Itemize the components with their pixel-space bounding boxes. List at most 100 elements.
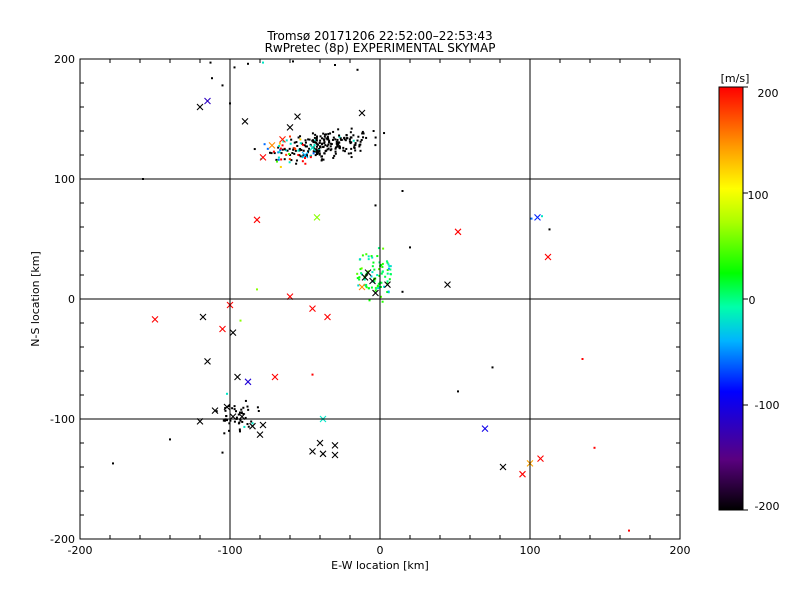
data-point	[377, 247, 380, 250]
data-point	[277, 158, 280, 161]
data-point	[307, 138, 310, 141]
data-point	[491, 366, 494, 369]
data-point	[257, 410, 260, 413]
data-point	[318, 153, 321, 156]
data-point	[327, 132, 330, 135]
data-point	[318, 145, 321, 148]
data-point-cross	[249, 422, 256, 430]
data-point	[381, 300, 384, 303]
data-point	[263, 143, 266, 146]
data-point	[279, 165, 282, 168]
data-point	[350, 127, 353, 130]
data-point	[301, 160, 304, 163]
data-point	[383, 285, 386, 288]
data-point	[367, 287, 370, 290]
data-point	[401, 290, 404, 293]
data-point	[367, 255, 370, 258]
data-point	[379, 285, 382, 288]
data-point	[280, 152, 283, 155]
data-point	[251, 422, 254, 425]
data-point	[240, 408, 243, 411]
data-point	[327, 147, 330, 150]
data-point	[112, 462, 114, 465]
data-point	[388, 278, 391, 281]
data-point-cross	[294, 113, 301, 120]
chart-subtitle: RwPretec (8p) EXPERIMENTAL SKYMAP	[265, 41, 496, 55]
data-point-cross	[196, 103, 204, 111]
data-point-cross	[519, 470, 526, 478]
data-point	[311, 373, 314, 376]
data-point	[317, 151, 320, 154]
data-point-cross	[331, 451, 339, 459]
data-point	[292, 60, 294, 63]
data-point	[308, 147, 311, 150]
data-point	[381, 262, 384, 265]
data-point	[386, 282, 389, 285]
data-point	[387, 263, 390, 266]
data-point	[377, 287, 380, 290]
data-point	[329, 142, 332, 145]
data-point-cross	[454, 228, 462, 236]
data-point	[235, 416, 238, 419]
data-point	[371, 271, 374, 274]
data-point	[242, 412, 245, 415]
data-point-cross	[286, 124, 294, 131]
data-point	[228, 422, 231, 425]
data-point	[283, 158, 286, 161]
data-point-cross	[499, 463, 507, 471]
x-tick-label-0: 0	[377, 544, 384, 557]
data-point	[331, 138, 334, 141]
data-point	[339, 137, 342, 140]
data-point	[304, 141, 307, 144]
data-point-cross	[301, 151, 309, 159]
data-point-cross	[309, 448, 316, 455]
data-point	[320, 159, 323, 162]
data-point	[299, 155, 302, 158]
data-point	[389, 268, 392, 271]
data-point-cross	[364, 269, 372, 276]
data-point	[338, 134, 341, 137]
colorbar-ticks	[743, 86, 748, 511]
data-point	[358, 278, 361, 281]
data-point	[365, 286, 368, 289]
data-point	[334, 138, 337, 141]
data-point-cross	[259, 421, 267, 429]
data-point	[363, 278, 366, 281]
data-point	[348, 138, 351, 141]
data-point	[375, 287, 378, 290]
data-point	[373, 268, 376, 271]
data-point	[316, 152, 319, 155]
data-point-cross	[229, 329, 237, 336]
data-point	[380, 264, 383, 267]
data-point	[387, 267, 390, 270]
data-point	[367, 270, 370, 273]
data-point	[371, 256, 374, 259]
data-point-cross	[256, 431, 264, 438]
colorbar-label: [m/s]	[721, 72, 750, 85]
data-point-cross	[361, 274, 369, 281]
data-point	[222, 419, 225, 422]
data-point	[253, 148, 256, 151]
data-point	[233, 420, 236, 423]
colorbar-tick-200: 200	[758, 87, 779, 100]
data-point	[370, 275, 373, 278]
data-point	[332, 130, 335, 133]
data-point-cross	[219, 325, 226, 333]
data-point	[277, 146, 280, 149]
data-point	[323, 139, 326, 142]
data-point	[224, 407, 227, 410]
data-point	[282, 140, 285, 143]
data-point	[358, 144, 361, 147]
data-point-cross	[316, 439, 324, 447]
data-point-cross	[223, 403, 231, 411]
data-point	[299, 138, 302, 141]
data-point	[354, 149, 357, 152]
data-point	[386, 291, 389, 294]
data-point	[288, 135, 291, 138]
data-point	[340, 138, 343, 141]
data-point	[325, 137, 328, 140]
data-point	[315, 145, 318, 148]
data-point	[409, 246, 411, 249]
data-point	[378, 268, 381, 271]
